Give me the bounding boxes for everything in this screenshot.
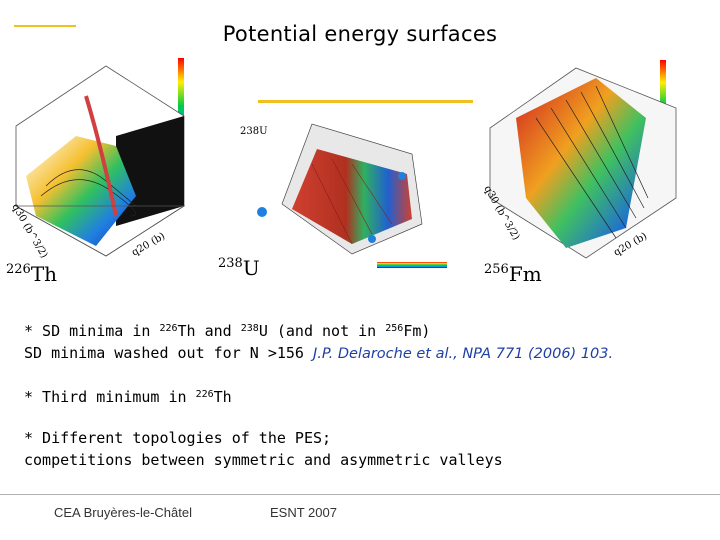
reference-delaroche: J.P. Delaroche et al., NPA 771 (2006) 10… [312, 346, 614, 362]
accent-line-top-left [14, 25, 76, 27]
inset-label: 238U [240, 126, 268, 137]
label-238u: 238U [218, 256, 260, 280]
colorbar-horizontal [377, 262, 447, 268]
bullet-topologies: * Different topologies of the PES; compe… [24, 427, 503, 471]
label-226th: 226Th [6, 262, 58, 286]
slide-title: Potential energy surfaces [222, 22, 498, 46]
accent-line-center [258, 100, 473, 103]
footer-organization: CEA Bruyères-le-Châtel [54, 505, 192, 520]
bullet-topologies-line1: * Different topologies of the PES; [24, 429, 332, 447]
bullet-topologies-line2: competitions between symmetric and asymm… [24, 451, 503, 469]
pes-plot-256fm: q30 (b^3/2) q20 (b) [481, 60, 677, 259]
footer-divider [0, 494, 720, 495]
colorbar [178, 58, 184, 154]
pes-plot-238u: 238U [240, 123, 447, 268]
label-256fm: 256Fm [484, 262, 542, 286]
bullet-sd-line1: * SD minima in 226Th and 238U (and not i… [24, 322, 431, 340]
footer-event: ESNT 2007 [270, 505, 337, 520]
pes-plot-226th: q30 (b^3/2) q20 (b) [9, 58, 186, 260]
bullet-sd-minima: * SD minima in 226Th and 238U (and not i… [24, 318, 613, 365]
bullet-third-minimum: * Third minimum in 226Th [24, 388, 232, 406]
bullet-sd-line2: SD minima washed out for N >156 J.P. Del… [24, 344, 614, 362]
